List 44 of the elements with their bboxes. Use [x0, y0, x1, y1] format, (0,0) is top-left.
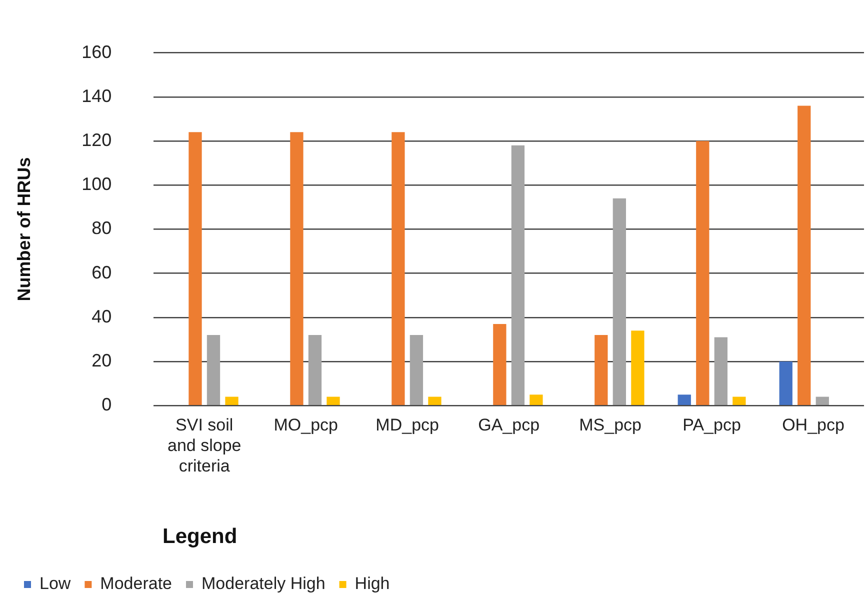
- bar: [816, 396, 829, 405]
- bar: [326, 396, 340, 405]
- x-tick-label: MD_pcp: [376, 415, 439, 434]
- bar: [188, 132, 202, 405]
- x-tick-label: MO_pcp: [274, 415, 338, 434]
- bar: [511, 145, 525, 405]
- legend-label: Moderate: [100, 574, 172, 594]
- bar: [206, 335, 220, 405]
- x-tick-label: SVI soil and slope criteria: [168, 415, 242, 476]
- x-tick-label: GA_pcp: [478, 415, 540, 434]
- legend-label: High: [354, 574, 390, 594]
- bar: [290, 132, 304, 405]
- x-tick-label: OH_pcp: [782, 415, 844, 434]
- bar: [428, 396, 442, 405]
- bar: [696, 141, 710, 405]
- bar: [493, 324, 506, 405]
- y-axis-title: Number of HRUs: [14, 157, 34, 302]
- bar: [631, 330, 644, 405]
- bar: [392, 132, 405, 405]
- legend-label: Low: [40, 574, 72, 594]
- x-tick-label: PA_pcp: [682, 415, 741, 434]
- bar: [410, 335, 424, 405]
- y-tick-label: 80: [92, 218, 112, 238]
- bar: [225, 396, 238, 405]
- bar: [530, 394, 543, 405]
- y-tick-label: 20: [92, 350, 112, 370]
- legend-label: Moderately High: [202, 574, 326, 594]
- y-tick-label: 100: [82, 174, 112, 194]
- bar: [732, 396, 746, 405]
- bar: [678, 394, 691, 405]
- bar: [798, 106, 811, 405]
- y-tick-label: 0: [102, 394, 112, 415]
- bar: [779, 362, 792, 405]
- y-tick-label: 160: [82, 42, 112, 62]
- y-tick-label: 40: [92, 306, 112, 326]
- bar: [714, 337, 728, 405]
- bar: [594, 335, 608, 405]
- bar: [308, 335, 322, 405]
- x-tick-label: MS_pcp: [579, 415, 642, 434]
- y-tick-label: 140: [82, 86, 112, 106]
- y-tick-label: 120: [82, 130, 112, 150]
- bar: [612, 198, 626, 405]
- y-tick-label: 60: [92, 262, 112, 282]
- legend-title: Legend: [162, 525, 238, 548]
